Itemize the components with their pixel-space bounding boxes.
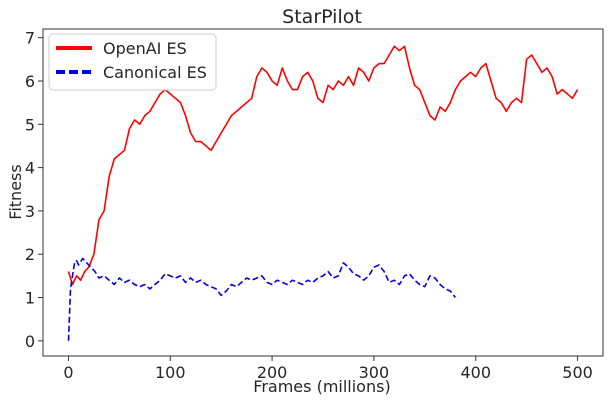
- series-line-openai-es: [67, 45, 579, 286]
- x-tick-label: 0: [63, 363, 73, 382]
- y-tick-label: 5: [25, 115, 35, 134]
- series-layer: [67, 45, 579, 341]
- y-tick-label: 7: [25, 29, 35, 48]
- x-tick-label: 500: [562, 363, 593, 382]
- legend-label-canonical-es: Canonical ES: [103, 63, 207, 82]
- x-tick-label: 100: [155, 363, 186, 382]
- y-tick-label: 0: [25, 332, 35, 351]
- x-tick-label: 400: [460, 363, 491, 382]
- y-axis-label: Fitness: [6, 164, 25, 219]
- x-tick-label: 200: [257, 363, 288, 382]
- y-tick-label: 6: [25, 72, 35, 91]
- x-axis-label: Frames (millions): [253, 377, 390, 396]
- x-tick-label: 300: [359, 363, 390, 382]
- legend: OpenAI ES Canonical ES: [48, 33, 217, 91]
- chart-title: StarPilot: [282, 6, 362, 28]
- y-tick-label: 2: [25, 245, 35, 264]
- legend-label-openai-es: OpenAI ES: [103, 39, 187, 58]
- y-axis: 0 1 2 3 4 5 6 7: [25, 29, 43, 351]
- series-line-canonical-es: [67, 257, 457, 341]
- y-tick-label: 1: [25, 289, 35, 308]
- y-tick-label: 3: [25, 202, 35, 221]
- plot-area-frame: [42, 28, 604, 357]
- y-tick-label: 4: [25, 159, 35, 178]
- x-axis: 0 100 200 300 400 500: [63, 356, 593, 382]
